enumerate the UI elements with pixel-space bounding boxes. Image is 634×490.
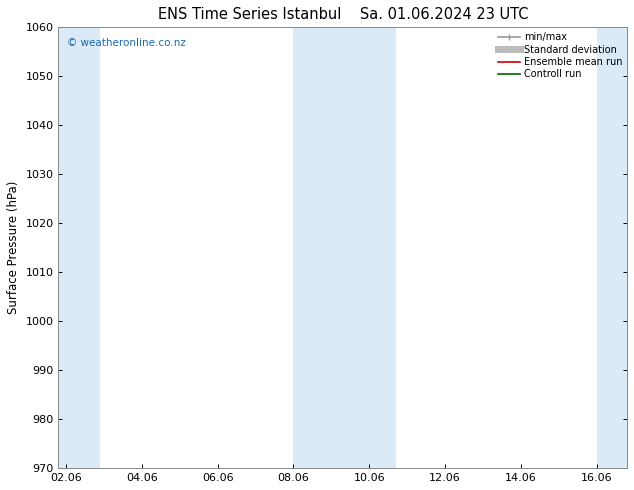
Bar [58,27,100,468]
Text: © weatheronline.co.nz: © weatheronline.co.nz [67,38,186,49]
Y-axis label: Surface Pressure (hPa): Surface Pressure (hPa) [7,181,20,315]
Bar [597,27,627,468]
Legend: min/max, Standard deviation, Ensemble mean run, Controll run: min/max, Standard deviation, Ensemble me… [496,29,625,82]
Title: ENS Time Series Istanbul    Sa. 01.06.2024 23 UTC: ENS Time Series Istanbul Sa. 01.06.2024 … [157,7,528,22]
Bar [294,27,396,468]
